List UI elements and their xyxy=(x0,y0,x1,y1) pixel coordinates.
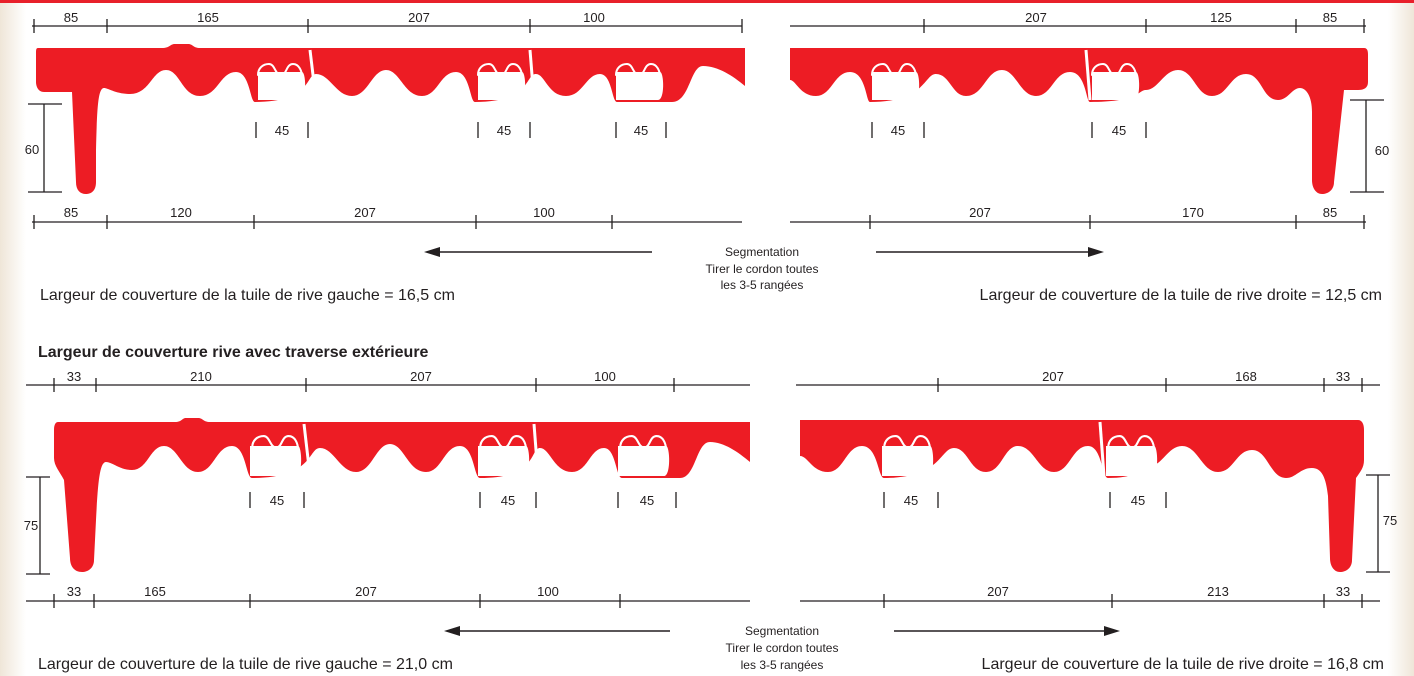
dim-label: 33 xyxy=(67,584,81,599)
dim-label: 125 xyxy=(1210,10,1232,25)
section-heading: Largeur de couverture rive avec traverse… xyxy=(38,344,429,361)
gap-dim-label: 45 xyxy=(497,123,511,138)
dim-label: 207 xyxy=(354,205,376,220)
gap-dim-label: 45 xyxy=(275,123,289,138)
caption-left: Largeur de couverture de la tuile de riv… xyxy=(38,656,453,673)
left-verge-tile-1 xyxy=(36,44,745,194)
segmentation-line: Tirer le cordon toutes xyxy=(706,262,819,276)
height-markers-2 xyxy=(26,474,1390,575)
dim-label: 207 xyxy=(355,584,377,599)
segmentation-title: Segmentation xyxy=(745,624,819,638)
dim-label: 207 xyxy=(408,10,430,25)
height-markers-1 xyxy=(28,99,1384,193)
dim-label: 85 xyxy=(1323,10,1337,25)
right-verge-tile-1 xyxy=(790,48,1368,194)
dim-label: 165 xyxy=(197,10,219,25)
dim-label: 33 xyxy=(67,369,81,384)
gap-dim-label: 45 xyxy=(270,493,284,508)
gap-dim-label: 45 xyxy=(904,493,918,508)
dim-label: 170 xyxy=(1182,205,1204,220)
gap-markers-1 xyxy=(255,122,1147,138)
dim-label: 85 xyxy=(1323,205,1337,220)
caption-left: Largeur de couverture de la tuile de riv… xyxy=(40,287,455,304)
bottom-dimension-line-1 xyxy=(32,215,1366,229)
height-dim-label: 75 xyxy=(1383,513,1397,528)
bottom-dimension-line-2 xyxy=(26,594,1380,608)
dim-label: 85 xyxy=(64,10,78,25)
segmentation-arrows-1 xyxy=(424,247,1104,257)
dim-label: 207 xyxy=(1025,10,1047,25)
dim-label: 207 xyxy=(1042,369,1064,384)
dim-label: 207 xyxy=(987,584,1009,599)
gap-markers-2 xyxy=(249,492,1167,508)
gap-dim-label: 45 xyxy=(1131,493,1145,508)
right-verge-tile-2 xyxy=(800,420,1364,572)
dim-label: 100 xyxy=(594,369,616,384)
dim-label: 210 xyxy=(190,369,212,384)
height-dim-label: 75 xyxy=(24,518,38,533)
gap-dim-label: 45 xyxy=(1112,123,1126,138)
top-dimension-line-2 xyxy=(26,378,1380,392)
segmentation-line: Tirer le cordon toutes xyxy=(726,641,839,655)
caption-right: Largeur de couverture de la tuile de riv… xyxy=(980,287,1382,304)
segmentation-arrows-2 xyxy=(444,626,1120,636)
height-dim-label: 60 xyxy=(1375,143,1389,158)
top-accent-bar xyxy=(0,0,1414,3)
dim-label: 213 xyxy=(1207,584,1229,599)
top-dimension-line-left-1 xyxy=(32,19,743,33)
top-dimension-line-right-1 xyxy=(790,19,1366,33)
segmentation-line: les 3-5 rangées xyxy=(741,658,824,672)
dim-label: 165 xyxy=(144,584,166,599)
dim-label: 33 xyxy=(1336,369,1350,384)
gap-dim-label: 45 xyxy=(501,493,515,508)
dim-label: 85 xyxy=(64,205,78,220)
dim-label: 120 xyxy=(170,205,192,220)
segmentation-line: les 3-5 rangées xyxy=(721,278,804,292)
dim-label: 100 xyxy=(533,205,555,220)
dim-label: 100 xyxy=(537,584,559,599)
left-verge-tile-2 xyxy=(54,418,750,572)
dim-label: 207 xyxy=(969,205,991,220)
gap-dim-label: 45 xyxy=(634,123,648,138)
caption-right: Largeur de couverture de la tuile de riv… xyxy=(982,656,1384,673)
gap-dim-label: 45 xyxy=(640,493,654,508)
height-dim-label: 60 xyxy=(25,142,39,157)
dim-label: 207 xyxy=(410,369,432,384)
dim-label: 33 xyxy=(1336,584,1350,599)
dim-label: 100 xyxy=(583,10,605,25)
segmentation-title: Segmentation xyxy=(725,245,799,259)
gap-dim-label: 45 xyxy=(891,123,905,138)
dim-label: 168 xyxy=(1235,369,1257,384)
